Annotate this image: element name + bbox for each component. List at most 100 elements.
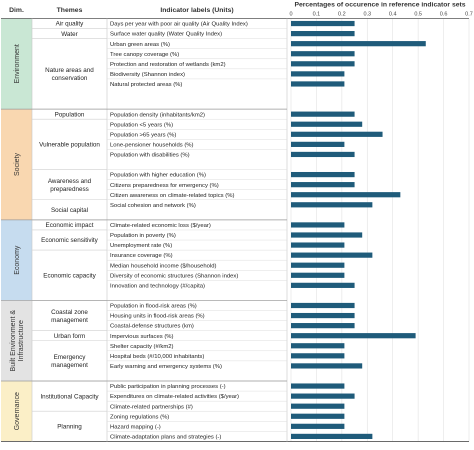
indicator-label: Population in poverty (%) bbox=[110, 233, 176, 239]
theme-label: Economic capacity bbox=[43, 272, 96, 279]
indicator-label: Protection and restoration of wetlands (… bbox=[110, 62, 226, 68]
theme-label-line: Awareness and bbox=[48, 178, 92, 185]
bar bbox=[291, 423, 345, 429]
x-tick-label: 0.2 bbox=[338, 12, 346, 18]
bar bbox=[291, 353, 345, 359]
theme-labels: Air quality Water Nature areas and conserva… bbox=[39, 21, 100, 431]
chart-title: Percentages of occurence in reference in… bbox=[294, 2, 465, 9]
theme-label: Air quality bbox=[56, 21, 84, 28]
bar bbox=[291, 81, 345, 87]
indicator-label: Lone-pensioner households (%) bbox=[110, 142, 194, 148]
indicator-label: Natural protected areas (%) bbox=[110, 82, 182, 88]
indicator-label: Hazard mapping (-) bbox=[110, 424, 161, 430]
header-indicators: Indicator labels (Units) bbox=[160, 7, 233, 14]
bar bbox=[291, 121, 363, 127]
theme-label: Population bbox=[55, 111, 85, 118]
bars bbox=[291, 20, 426, 440]
x-tick-label: 0.4 bbox=[389, 12, 397, 18]
indicator-label: Hospital beds (#/10,000 inhabitants) bbox=[110, 354, 204, 360]
theme-label-line: Emergency bbox=[54, 354, 87, 361]
chart-gridlines bbox=[290, 18, 470, 442]
dimension-label-line: Infrastructure bbox=[18, 320, 25, 361]
theme-label: Awareness and preparedness bbox=[48, 178, 92, 193]
indicator-label: Climate-related economic loss ($/year) bbox=[110, 223, 211, 229]
indicator-label: Urban green areas (%) bbox=[110, 42, 170, 48]
theme-label: Coastal zone management bbox=[51, 309, 88, 324]
theme-label: Nature areas and conservation bbox=[45, 67, 94, 82]
indicator-label: Housing units in flood-risk areas (%) bbox=[110, 314, 205, 320]
indicator-label: Impervious surfaces (%) bbox=[110, 334, 174, 340]
bar bbox=[291, 383, 345, 389]
dimension-label-line: Governance bbox=[14, 392, 21, 430]
bar bbox=[291, 252, 373, 258]
theme-label-line: Coastal zone bbox=[51, 309, 88, 316]
indicator-label: Climate-adaptation plans and strategies … bbox=[110, 435, 221, 441]
indicator-label: Early warning and emergency systems (%) bbox=[110, 364, 222, 370]
bar bbox=[291, 71, 345, 77]
header-themes: Themes bbox=[57, 7, 83, 14]
dimension-labels: Environment Society Economy Built Environme… bbox=[10, 44, 25, 430]
x-tick-label: 0.5 bbox=[414, 12, 422, 18]
bar bbox=[291, 323, 355, 329]
dimension-band bbox=[1, 219, 32, 301]
x-tick-label: 0.1 bbox=[313, 12, 321, 18]
theme-label: Social capital bbox=[51, 207, 88, 214]
indicator-label: Diversity of economic structures (Shanno… bbox=[110, 273, 238, 279]
indicator-label: Median household income ($/household) bbox=[110, 263, 216, 269]
dimension-label: Built Environment &Infrastructure bbox=[10, 310, 25, 372]
indicator-label: Surface water quality (Water Quality Ind… bbox=[110, 32, 222, 38]
indicator-label: Population with higher education (%) bbox=[110, 173, 206, 179]
indicator-label: Zoning regulations (%) bbox=[110, 414, 169, 420]
x-tick-label: 0.3 bbox=[363, 12, 371, 18]
bar bbox=[291, 182, 355, 188]
indicator-label: Tree canopy coverage (%) bbox=[110, 52, 179, 58]
x-tick-label: 0.7 bbox=[465, 12, 473, 18]
bar bbox=[291, 282, 355, 288]
bar bbox=[291, 343, 345, 349]
indicator-label: Population with disabilities (%) bbox=[110, 153, 190, 159]
bar bbox=[291, 433, 373, 440]
bar bbox=[291, 111, 355, 117]
bar bbox=[291, 151, 355, 158]
bar bbox=[291, 232, 363, 238]
indicator-label: Unemployment rate (%) bbox=[110, 243, 172, 249]
bar bbox=[291, 363, 363, 369]
indicator-labels: Days per year with poor air quality (Air… bbox=[110, 22, 248, 441]
header-dim: Dim. bbox=[9, 7, 24, 14]
theme-label: Urban form bbox=[54, 333, 86, 340]
dimension-label-line: Society bbox=[14, 153, 21, 176]
dimension-band bbox=[1, 18, 32, 110]
dimension-label-line: Environment bbox=[14, 44, 21, 83]
bar bbox=[291, 312, 355, 319]
indicator-label: Insurance coverage (%) bbox=[110, 253, 173, 259]
dimension-label: Governance bbox=[14, 392, 21, 430]
indicator-label: Innovation and technology (#/capita) bbox=[110, 283, 205, 289]
theme-label-line: management bbox=[51, 317, 88, 324]
bar bbox=[291, 413, 345, 419]
bar bbox=[291, 393, 355, 399]
bar bbox=[291, 302, 355, 309]
indicator-label: Shelter capacity (#/km2) bbox=[110, 344, 174, 350]
theme-label: Vulnerable population bbox=[39, 142, 100, 149]
bar bbox=[291, 242, 345, 248]
theme-label: Economic impact bbox=[46, 222, 94, 229]
x-tick-label: 0.6 bbox=[440, 12, 448, 18]
x-axis-ticks: 0 0.1 0.2 0.3 0.4 0.5 0.6 0.7 bbox=[289, 12, 472, 18]
bar bbox=[291, 333, 416, 339]
indicator-label: Expenditures on climate-related activiti… bbox=[110, 394, 239, 400]
indicator-label: Population density (inhabitants/km2) bbox=[110, 112, 205, 118]
dimension-label-line: Built Environment & bbox=[10, 310, 17, 372]
indicator-label: Population <5 years (%) bbox=[110, 122, 173, 128]
bar bbox=[291, 202, 373, 208]
indicator-label: Climate-related partnerships (#) bbox=[110, 404, 193, 410]
dimension-backgrounds bbox=[1, 18, 32, 442]
bar bbox=[291, 262, 345, 268]
indicator-label: Coastal-defense structures (km) bbox=[110, 324, 194, 330]
bar bbox=[291, 51, 355, 57]
indicator-label: Citizens preparedness for emergency (%) bbox=[110, 183, 219, 189]
indicator-label: Days per year with poor air quality (Air… bbox=[110, 22, 248, 28]
theme-label-line: Nature areas and bbox=[45, 67, 94, 74]
indicator-label: Social cohesion and network (%) bbox=[110, 203, 196, 209]
bar bbox=[291, 131, 383, 137]
